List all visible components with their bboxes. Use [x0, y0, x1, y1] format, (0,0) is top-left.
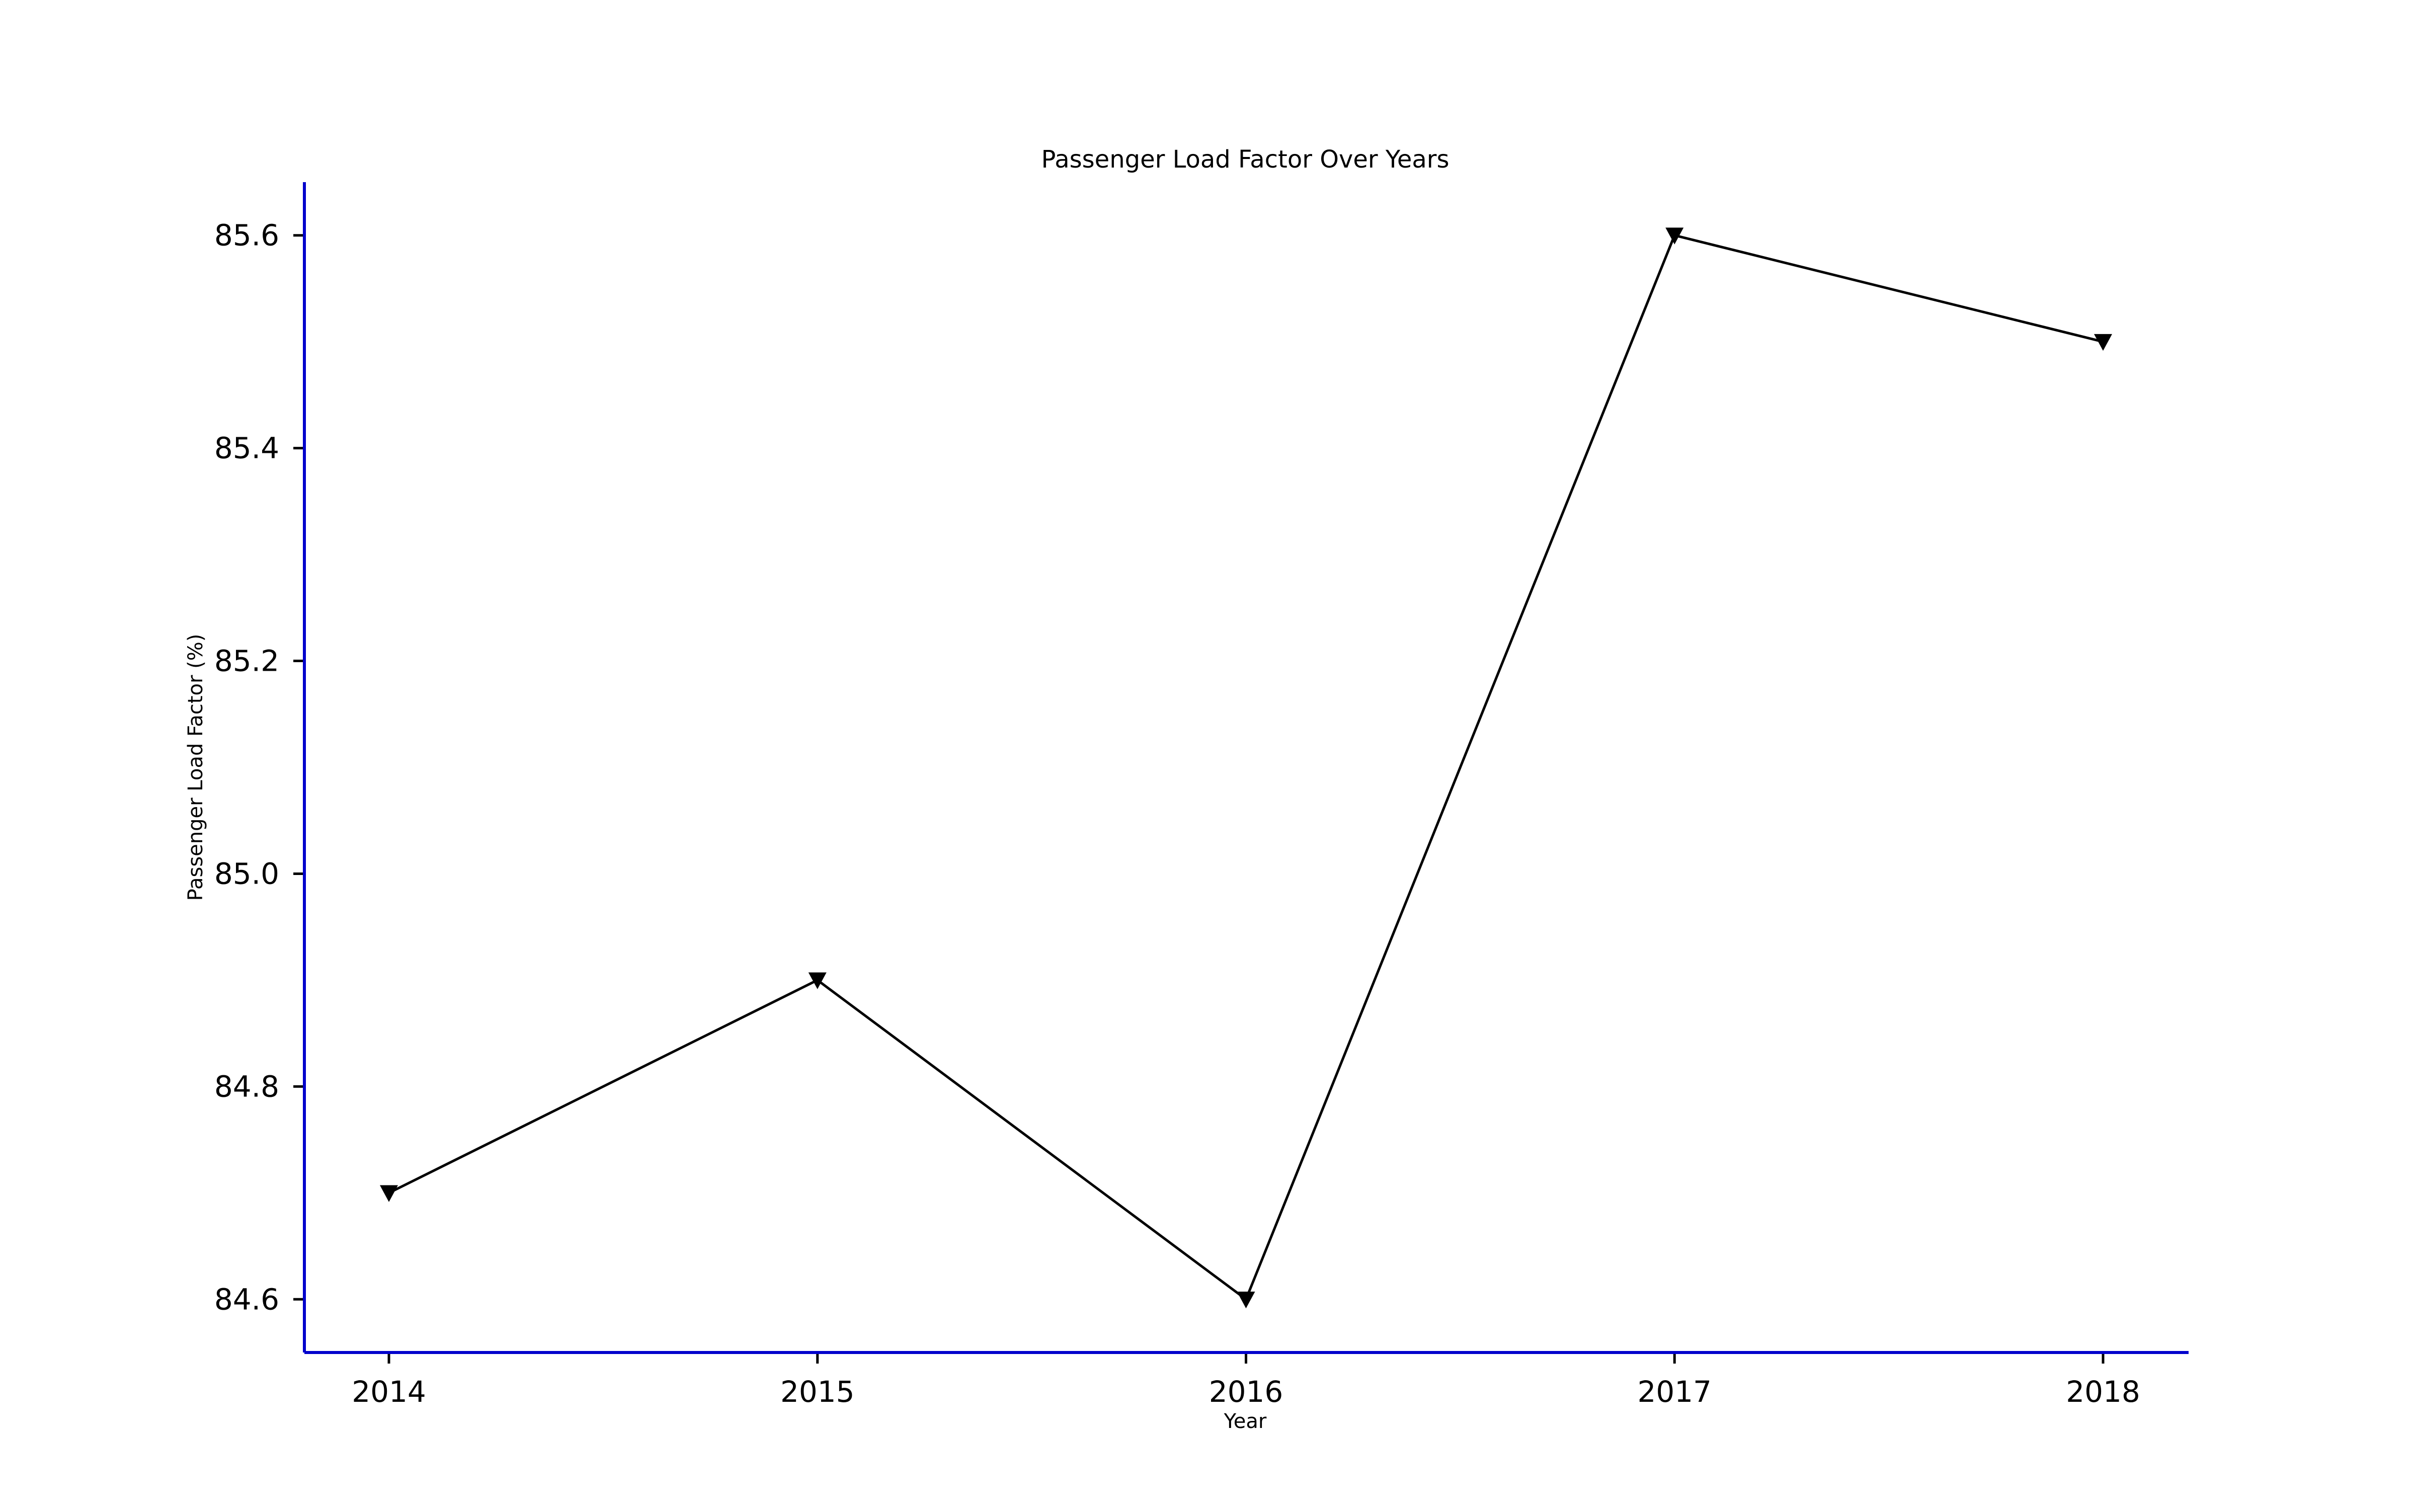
data-point-2015 [808, 972, 827, 989]
data-point-2017 [1665, 227, 1684, 245]
plot-area: 84.6 84.8 85.0 85.2 85.4 85.6 2014 2015 2016 2017… [214, 182, 2189, 1409]
y-tick-label-2: 85.0 [214, 856, 279, 891]
series-line-0 [388, 234, 2104, 1301]
y-tick-label-5: 85.6 [214, 218, 279, 253]
data-point-2014 [380, 1185, 398, 1202]
chart-title: Passenger Load Factor Over Years [1041, 145, 1449, 174]
y-tick-label-1: 84.8 [214, 1069, 279, 1103]
data-point-2018 [2094, 334, 2112, 351]
x-tick-label-0: 2014 [352, 1375, 426, 1409]
x-tick-label-4: 2018 [2066, 1375, 2140, 1409]
data-point-2016 [1237, 1291, 1255, 1309]
x-tick-label-1: 2015 [780, 1375, 855, 1409]
y-tick-label-3: 85.2 [214, 644, 279, 678]
y-tick-label-0: 84.6 [214, 1282, 279, 1316]
x-tick-label-2: 2016 [1209, 1375, 1283, 1409]
x-axis-label: Year [1224, 1410, 1267, 1433]
y-axis-label: Passenger Load Factor (%) [184, 634, 207, 901]
y-tick-label-4: 85.4 [214, 431, 279, 465]
x-tick-label-3: 2017 [1637, 1375, 1712, 1409]
